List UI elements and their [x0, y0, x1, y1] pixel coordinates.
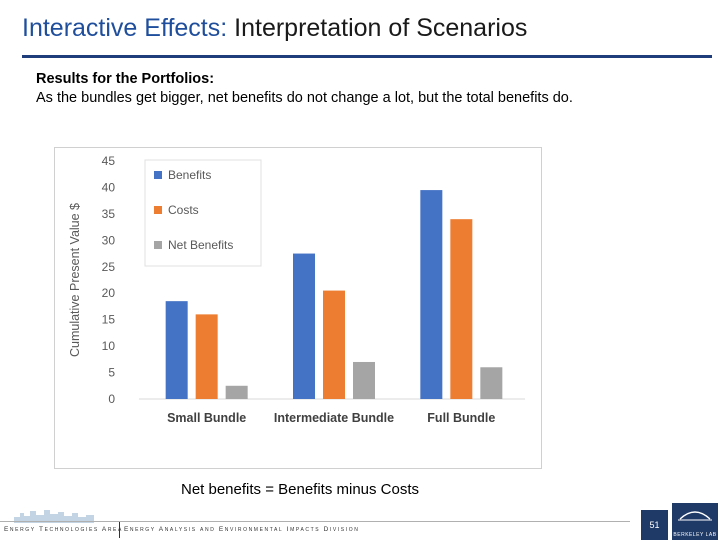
y-tick-label: 35 — [102, 207, 116, 221]
x-category-label: Intermediate Bundle — [274, 411, 394, 425]
bar-net — [480, 367, 503, 399]
legend-label-net: Net Benefits — [168, 238, 233, 252]
y-tick-label: 30 — [102, 233, 116, 247]
y-tick-label: 40 — [102, 180, 116, 194]
bar-net — [353, 361, 375, 399]
bar-benefits — [165, 301, 188, 399]
x-category-label: Small Bundle — [167, 411, 246, 425]
x-category-label: Full Bundle — [427, 411, 495, 425]
footer-separator — [119, 522, 120, 538]
legend-label-benefits: Benefits — [168, 168, 211, 182]
footer-area-label: Energy Technologies Area — [4, 526, 123, 533]
bar-benefits — [420, 190, 443, 399]
logo-text: BERKELEY LAB — [673, 532, 717, 538]
title-divider — [22, 55, 712, 58]
bar-net — [225, 385, 248, 399]
slide-title: Interactive Effects: Interpretation of S… — [22, 14, 527, 43]
berkeley-lab-logo: BERKELEY LAB — [672, 503, 718, 540]
y-tick-label: 10 — [102, 339, 116, 353]
y-tick-label: 15 — [102, 313, 116, 327]
y-tick-label: 0 — [108, 392, 115, 406]
slide-title-accent: Interactive Effects: — [22, 14, 228, 42]
y-tick-label: 45 — [102, 154, 116, 168]
lab-skyline-logo — [14, 510, 94, 523]
chart-frame: 0 5 10 15 20 25 30 35 40 45 Cumulative Present Val… — [54, 147, 542, 469]
y-tick-label: 25 — [102, 260, 116, 274]
bar-costs — [450, 219, 473, 399]
chart-caption: Net benefits = Benefits minus Costs — [180, 481, 420, 498]
bar-costs — [323, 290, 345, 399]
bar-costs — [195, 314, 218, 399]
footer-division-label: Energy Analysis and Environmental Impact… — [124, 526, 360, 533]
legend-label-costs: Costs — [168, 203, 199, 217]
bar-chart: 0 5 10 15 20 25 30 35 40 45 Cumulative Present Val… — [68, 154, 525, 425]
lab-dome-icon — [678, 511, 712, 521]
legend-box — [144, 159, 262, 267]
intro-body: As the bundles get bigger, net benefits … — [36, 90, 573, 106]
page-number: 51 — [641, 510, 668, 540]
y-tick-label: 20 — [102, 286, 116, 300]
intro-text: Results for the Portfolios: As the bundl… — [36, 70, 573, 108]
legend-swatch-costs — [154, 206, 162, 214]
slide-title-rest: Interpretation of Scenarios — [227, 14, 528, 42]
bar-benefits — [293, 253, 315, 399]
footer-divider — [0, 521, 630, 522]
legend-swatch-benefits — [154, 171, 162, 179]
legend-swatch-net — [154, 241, 162, 249]
y-axis-label: Cumulative Present Value $ — [68, 203, 82, 357]
y-tick-label: 5 — [108, 366, 115, 380]
intro-heading: Results for the Portfolios: — [36, 71, 215, 87]
